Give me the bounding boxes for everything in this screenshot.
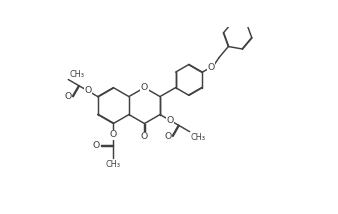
Text: O: O [208,63,215,72]
Text: O: O [141,132,148,141]
Text: O: O [84,86,92,95]
Text: CH₃: CH₃ [69,70,84,79]
Text: O: O [164,132,172,141]
Text: O: O [166,116,173,125]
Text: CH₃: CH₃ [106,160,121,169]
Text: O: O [93,141,100,150]
Text: O: O [110,130,117,139]
Text: CH₃: CH₃ [191,133,206,142]
Text: O: O [65,92,72,101]
Text: O: O [141,83,148,92]
